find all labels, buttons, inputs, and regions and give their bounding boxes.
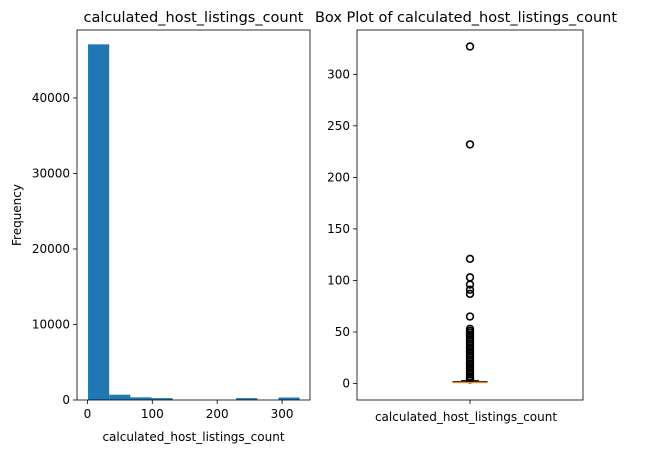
boxplot-y-tick-label: 100 (327, 273, 350, 287)
histogram-y-tick-label: 40000 (32, 91, 70, 105)
histogram-bar (109, 394, 131, 400)
boxplot-outlier-point (465, 254, 475, 264)
histogram-axes-frame (76, 29, 311, 401)
boxplot-y-tick-label: 300 (327, 67, 350, 81)
histogram-x-tick-label: 0 (84, 407, 92, 421)
boxplot-y-tick-label: 150 (327, 222, 350, 236)
histogram-bar (151, 398, 173, 400)
boxplot-y-tick-label: 250 (327, 119, 350, 133)
boxplot-outlier-point (465, 280, 475, 289)
boxplot-outlier-point (465, 140, 475, 149)
boxplot-outlier-point (465, 285, 475, 294)
boxplot-outlier-point (465, 273, 475, 282)
boxplot-y-tick-label: 200 (327, 170, 350, 184)
histogram-y-tick-label: 20000 (32, 242, 70, 256)
histogram-y-label: Frequency (10, 184, 24, 246)
boxplot-outlier-point (465, 42, 475, 51)
histogram-y-tick-label: 0 (62, 393, 70, 407)
histogram-x-ticks: 0 100 200 300 (84, 400, 294, 421)
boxplot-y-ticks: 0 50 100 150 200 250 300 (327, 67, 357, 391)
histogram-bar (130, 397, 152, 400)
histogram-title: calculated_host_listings_count (83, 10, 303, 26)
histogram-y-ticks: 0 10000 20000 30000 40000 (32, 91, 77, 407)
histogram-x-tick-label: 200 (206, 407, 229, 421)
histogram-y-tick-label: 30000 (32, 166, 70, 180)
boxplot-panel: 0 50 100 150 200 250 300 calculated_host_listi… (315, 10, 617, 424)
histogram-x-tick-label: 100 (141, 407, 164, 421)
histogram-x-tick-label: 300 (271, 407, 294, 421)
histogram-bar (236, 398, 258, 400)
boxplot-outliers (465, 42, 475, 384)
histogram-bar (278, 397, 300, 400)
boxplot-y-tick-label: 50 (335, 325, 350, 339)
boxplot-outlier-point (465, 289, 475, 299)
boxplot-body (452, 380, 488, 384)
boxplot-title: Box Plot of calculated_host_listings_cou… (315, 10, 617, 26)
histogram-x-label: calculated_host_listings_count (102, 430, 284, 444)
boxplot-x-tick-label: calculated_host_listings_count (375, 410, 557, 424)
boxplot-outlier-point (465, 312, 475, 321)
boxplot-y-tick-label: 0 (342, 377, 350, 391)
histogram-y-tick-label: 10000 (32, 317, 70, 331)
histogram-panel: 0 100 200 300 0 10000 20000 30000 40000 calcula… (10, 10, 311, 444)
histogram-bar (88, 44, 110, 401)
histogram-bars (88, 44, 300, 401)
